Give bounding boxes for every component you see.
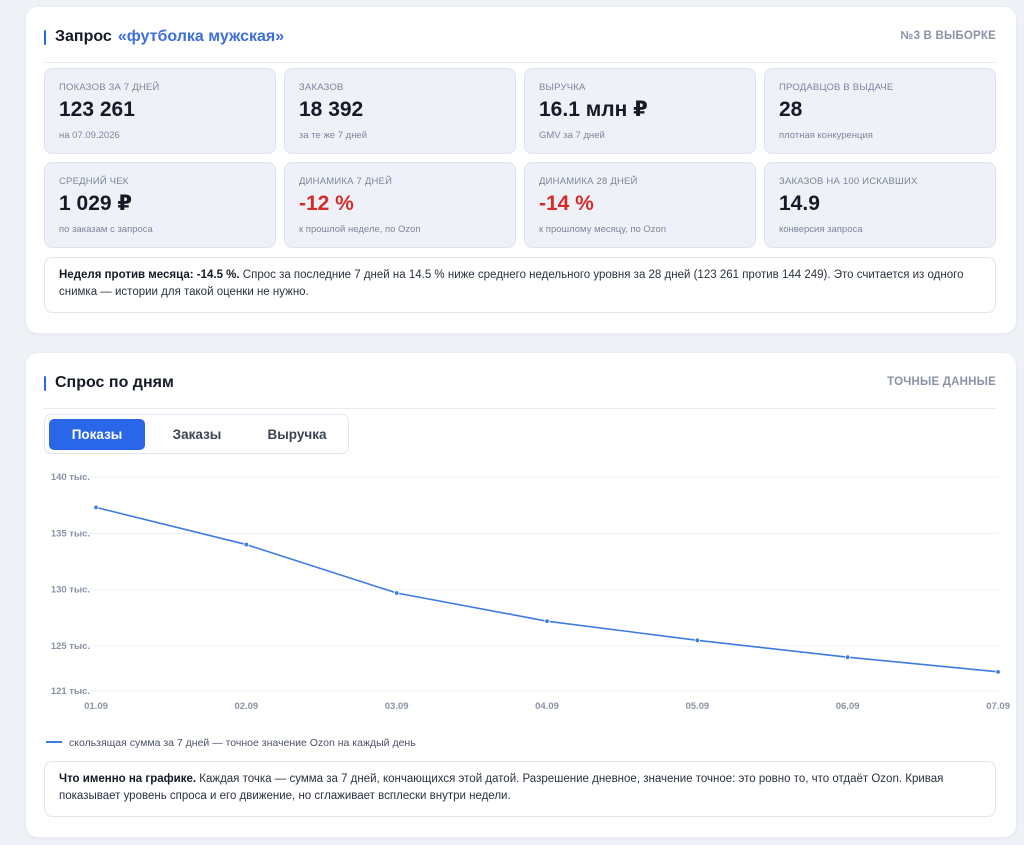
metric-caption: за те же 7 дней <box>299 130 368 141</box>
note-body: Спрос за последние 7 дней на 14.5 % ниже… <box>59 269 964 298</box>
y-tick-label: 140 тыс. <box>51 472 90 483</box>
demand-card-title: Спрос по дням <box>55 374 174 391</box>
query-card-title: Запрос «футболка мужская» <box>55 27 284 47</box>
data-point <box>844 654 851 660</box>
metric-value: 1 029 ₽ <box>59 192 132 215</box>
x-tick-label: 02.09 <box>234 701 258 712</box>
query-text: «футболка мужская» <box>117 28 285 45</box>
metric-tile-conversion: ЗАКАЗОВ НА 100 ИСКАВШИХ 14.9 конверсия з… <box>764 162 996 248</box>
metric-caption: к прошлому месяцу, по Ozon <box>539 224 667 235</box>
metric-value: 28 <box>779 98 803 121</box>
metric-caption: по заказам с запроса <box>59 224 153 235</box>
metric-label: ПОКАЗОВ ЗА 7 ДНЕЙ <box>59 82 160 93</box>
data-point <box>995 669 1001 675</box>
note-heading: Что именно на графике. <box>59 773 197 785</box>
x-tick-label: 06.09 <box>836 701 860 712</box>
metric-tile-dynamics-28d: ДИНАМИКА 28 ДНЕЙ -14 % к прошлому месяцу… <box>524 162 756 248</box>
data-point <box>544 618 550 624</box>
data-point <box>93 504 99 511</box>
data-point <box>243 541 250 548</box>
metric-label: ПРОДАВЦОВ В ВЫДАЧЕ <box>779 82 894 93</box>
metric-caption: к прошлой неделе, по Ozon <box>299 224 421 235</box>
metric-tile-impressions: ПОКАЗОВ ЗА 7 ДНЕЙ 123 261 на 07.09.2026 <box>44 68 276 154</box>
y-tick-label: 121 тыс. <box>51 686 90 697</box>
metric-tile-revenue: ВЫРУЧКА 16.1 млн ₽ GMV за 7 дней <box>524 68 756 154</box>
exact-data-badge: ТОЧНЫЕ ДАННЫЕ <box>887 376 996 388</box>
metric-value: -14 % <box>539 192 594 215</box>
query-card-header: Запрос «футболка мужская» №3 В ВЫБОРКЕ <box>44 27 996 63</box>
metric-value: 123 261 <box>59 98 135 121</box>
x-tick-label: 05.09 <box>685 701 709 712</box>
y-tick-label: 130 тыс. <box>51 585 90 596</box>
demand-card-header: Спрос по дням ТОЧНЫЕ ДАННЫЕ <box>44 373 996 409</box>
metric-value: 18 392 <box>299 98 364 121</box>
data-point <box>694 637 701 644</box>
tab-orders[interactable]: Заказы <box>172 427 222 442</box>
week-vs-month-note: Неделя против месяца: -14.5 %. Спрос за … <box>44 257 996 313</box>
metric-caption: конверсия запроса <box>779 224 863 235</box>
metric-label: СРЕДНИЙ ЧЕК <box>59 176 129 187</box>
chart-legend: скользящая сумма за 7 дней — точное знач… <box>46 737 416 749</box>
legend-label: скользящая сумма за 7 дней — точное знач… <box>69 737 416 749</box>
metric-value: -12 % <box>299 192 354 215</box>
metric-label: ЗАКАЗОВ НА 100 ИСКАВШИХ <box>779 176 918 187</box>
metric-label: ДИНАМИКА 28 ДНЕЙ <box>539 176 638 187</box>
note-heading: Неделя против месяца: -14.5 %. <box>59 269 240 281</box>
y-tick-label: 125 тыс. <box>51 641 90 652</box>
x-tick-label: 01.09 <box>84 701 108 712</box>
metric-switch: Показы Заказы Выручка <box>44 414 349 454</box>
metric-value: 16.1 млн ₽ <box>539 98 648 121</box>
tab-impressions[interactable]: Показы <box>49 419 145 450</box>
x-tick-label: 07.09 <box>986 701 1010 712</box>
header-accent-bar <box>44 30 46 45</box>
data-point <box>393 590 400 596</box>
note-body: Каждая точка — сумма за 7 дней, кончающи… <box>59 773 944 802</box>
metric-tile-orders: ЗАКАЗОВ 18 392 за те же 7 дней <box>284 68 516 154</box>
query-rank-badge: №3 В ВЫБОРКЕ <box>900 30 996 42</box>
query-summary-card: Запрос «футболка мужская» №3 В ВЫБОРКЕ ПО… <box>26 7 1016 333</box>
metric-caption: GMV за 7 дней <box>539 130 605 141</box>
metric-label: ДИНАМИКА 7 ДНЕЙ <box>299 176 393 187</box>
metric-tile-sellers: ПРОДАВЦОВ В ВЫДАЧЕ 28 плотная конкуренци… <box>764 68 996 154</box>
metric-value: 14.9 <box>779 192 820 215</box>
metric-caption: плотная конкуренция <box>779 130 873 141</box>
chart-explanation-note: Что именно на графике. Каждая точка — су… <box>44 761 996 817</box>
daily-demand-card: 140 тыс. 135 тыс. 130 тыс. 125 тыс. 121 тыс.… <box>26 353 1016 837</box>
y-tick-label: 135 тыс. <box>51 528 90 539</box>
legend-swatch <box>46 741 62 744</box>
header-accent-bar <box>44 376 46 391</box>
metric-caption: на 07.09.2026 <box>59 130 120 141</box>
x-tick-label: 04.09 <box>535 701 559 712</box>
metric-label: ЗАКАЗОВ <box>299 82 344 93</box>
metric-label: ВЫРУЧКА <box>539 82 586 93</box>
x-tick-label: 03.09 <box>385 701 409 712</box>
tab-revenue[interactable]: Выручка <box>267 427 327 442</box>
demand-line-chart: 140 тыс. 135 тыс. 130 тыс. 125 тыс. 121 тыс.… <box>51 472 1010 712</box>
metric-tile-dynamics-7d: ДИНАМИКА 7 ДНЕЙ -12 % к прошлой неделе, … <box>284 162 516 248</box>
metric-tile-avg-check: СРЕДНИЙ ЧЕК 1 029 ₽ по заказам с запроса <box>44 162 276 248</box>
query-title-label: Запрос <box>55 28 112 45</box>
